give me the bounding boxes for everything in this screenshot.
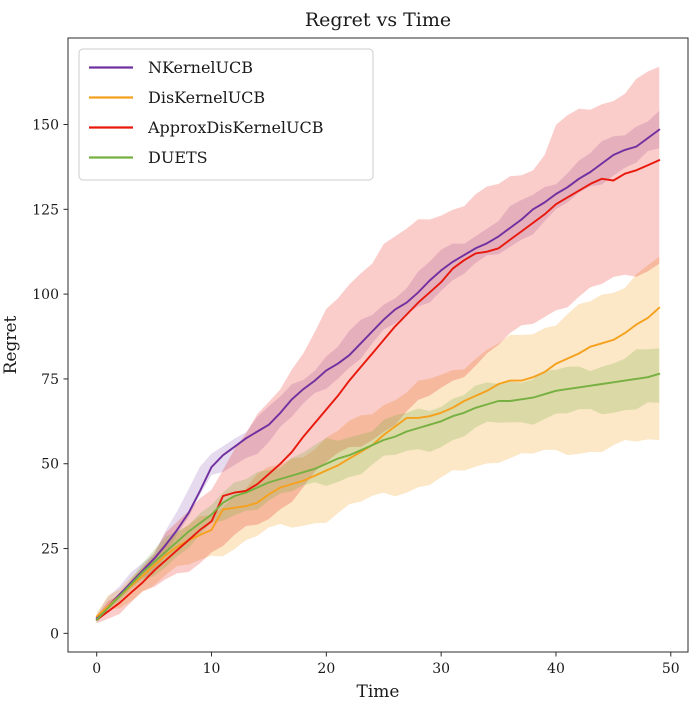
legend-label: ApproxDisKernelUCB xyxy=(147,118,324,137)
legend: NKernelUCB DisKernelUCB ApproxDisKernelUCB… xyxy=(78,48,374,181)
x-tick-label: 20 xyxy=(317,661,335,677)
series-line-approxdiskernelucb xyxy=(95,159,661,621)
series-band-approxdiskernelucb xyxy=(96,66,660,624)
x-axis-label: Time xyxy=(357,682,400,702)
legend-label: NKernelUCB xyxy=(148,58,253,77)
series-band-duets xyxy=(96,348,660,624)
plot-title: Regret vs Time xyxy=(305,9,451,31)
y-tick-label: 0 xyxy=(50,626,59,642)
confidence-bands xyxy=(96,66,660,624)
y-tick-label: 100 xyxy=(32,287,59,303)
y-tick-label: 150 xyxy=(32,118,59,134)
legend-item: NKernelUCB xyxy=(89,58,253,77)
series-lines xyxy=(95,128,661,621)
y-tick-label: 125 xyxy=(32,202,59,218)
axis-ticks: 0 10 20 30 40 50 0 25 50 75 100 125 150 xyxy=(32,118,679,677)
y-tick-label: 50 xyxy=(41,457,59,473)
x-tick-label: 50 xyxy=(662,661,680,677)
legend-box xyxy=(78,48,374,181)
series-line-duets xyxy=(95,372,661,621)
legend-label: DUETS xyxy=(148,148,208,167)
x-tick-label: 30 xyxy=(432,661,450,677)
legend-item: DUETS xyxy=(89,148,208,167)
series-line-nkernelucb xyxy=(95,128,661,620)
axes-frame xyxy=(67,37,689,653)
legend-item: ApproxDisKernelUCB xyxy=(89,118,324,137)
y-tick-label: 25 xyxy=(41,542,59,558)
x-tick-label: 10 xyxy=(203,661,221,677)
x-tick-label: 0 xyxy=(92,661,101,677)
x-tick-label: 40 xyxy=(547,661,565,677)
legend-label: DisKernelUCB xyxy=(148,88,265,107)
y-tick-label: 75 xyxy=(41,372,59,388)
series-band-nkernelucb xyxy=(96,110,660,622)
y-axis-label: Regret xyxy=(1,315,21,374)
legend-item: DisKernelUCB xyxy=(89,88,265,107)
series-band-diskernelucb xyxy=(96,256,660,620)
